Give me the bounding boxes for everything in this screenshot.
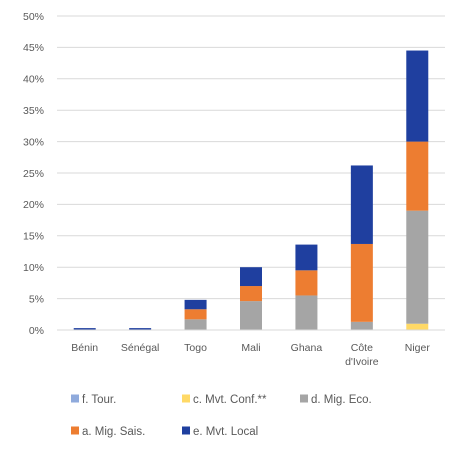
x-tick-label: Côte [351, 342, 373, 354]
bar-segment-4-3 [240, 267, 262, 287]
legend-label: f. Tour. [82, 394, 116, 406]
bar-segment-2-4 [295, 295, 318, 330]
y-tick-label: 50% [23, 11, 44, 23]
bar-segment-3-6 [406, 141, 429, 211]
x-tick-label: Ghana [291, 342, 323, 354]
bars [73, 50, 429, 330]
bar-segment-4-0 [73, 328, 96, 330]
legend-label: c. Mvt. Conf.** [193, 394, 267, 406]
bar-segment-4-2 [184, 299, 207, 310]
legend-label: a. Mig. Sais. [82, 426, 145, 438]
y-tick-label: 20% [23, 199, 44, 211]
y-tick-label: 0% [29, 325, 44, 337]
x-tick-label: d'Ivoire [345, 356, 379, 368]
bar-segment-4-1 [129, 328, 152, 330]
legend-swatch [71, 426, 79, 435]
legend-swatch [71, 394, 79, 403]
bar-segment-3-5 [350, 243, 373, 322]
y-tick-label: 10% [23, 262, 44, 274]
x-tick-label: Togo [184, 342, 207, 354]
x-tick-label: Mali [241, 342, 260, 354]
legend-swatch [300, 394, 308, 403]
y-tick-label: 35% [23, 105, 44, 117]
y-tick-label: 45% [23, 42, 44, 54]
y-tick-label: 15% [23, 231, 44, 243]
y-axis-ticks: 0% 5% 10% 15% 20% 25% 30% 35% 40% 45% 50% [23, 11, 44, 337]
y-tick-label: 30% [23, 136, 44, 148]
bar-segment-2-2 [184, 319, 207, 330]
bar-segment-1-6 [406, 323, 429, 330]
x-axis-labels: Bénin Sénégal Togo Mali Ghana Côte d'Ivoire Nig… [71, 342, 430, 368]
bar-segment-4-4 [295, 244, 318, 271]
bar-segment-3-4 [295, 270, 318, 296]
bar-segment-3-3 [240, 286, 262, 302]
legend: f. Tour. c. Mvt. Conf.** d. Mig. Eco. a. Mi… [71, 394, 372, 438]
gridlines [57, 15, 445, 300]
bar-segment-4-6 [406, 50, 429, 142]
y-tick-label: 25% [23, 168, 44, 180]
legend-label: d. Mig. Eco. [311, 394, 372, 406]
bar-segment-2-3 [240, 301, 262, 330]
legend-label: e. Mvt. Local [193, 426, 258, 438]
bar-segment-2-5 [350, 321, 373, 330]
legend-swatch [182, 426, 190, 435]
legend-swatch [182, 394, 190, 403]
x-tick-label: Niger [405, 342, 431, 354]
bar-segment-4-5 [350, 165, 373, 244]
y-tick-label: 5% [29, 293, 44, 305]
y-tick-label: 40% [23, 74, 44, 86]
x-tick-label: Sénégal [121, 342, 160, 354]
x-tick-label: Bénin [71, 342, 98, 354]
bar-segment-3-2 [184, 309, 207, 320]
bar-segment-2-6 [406, 210, 429, 324]
